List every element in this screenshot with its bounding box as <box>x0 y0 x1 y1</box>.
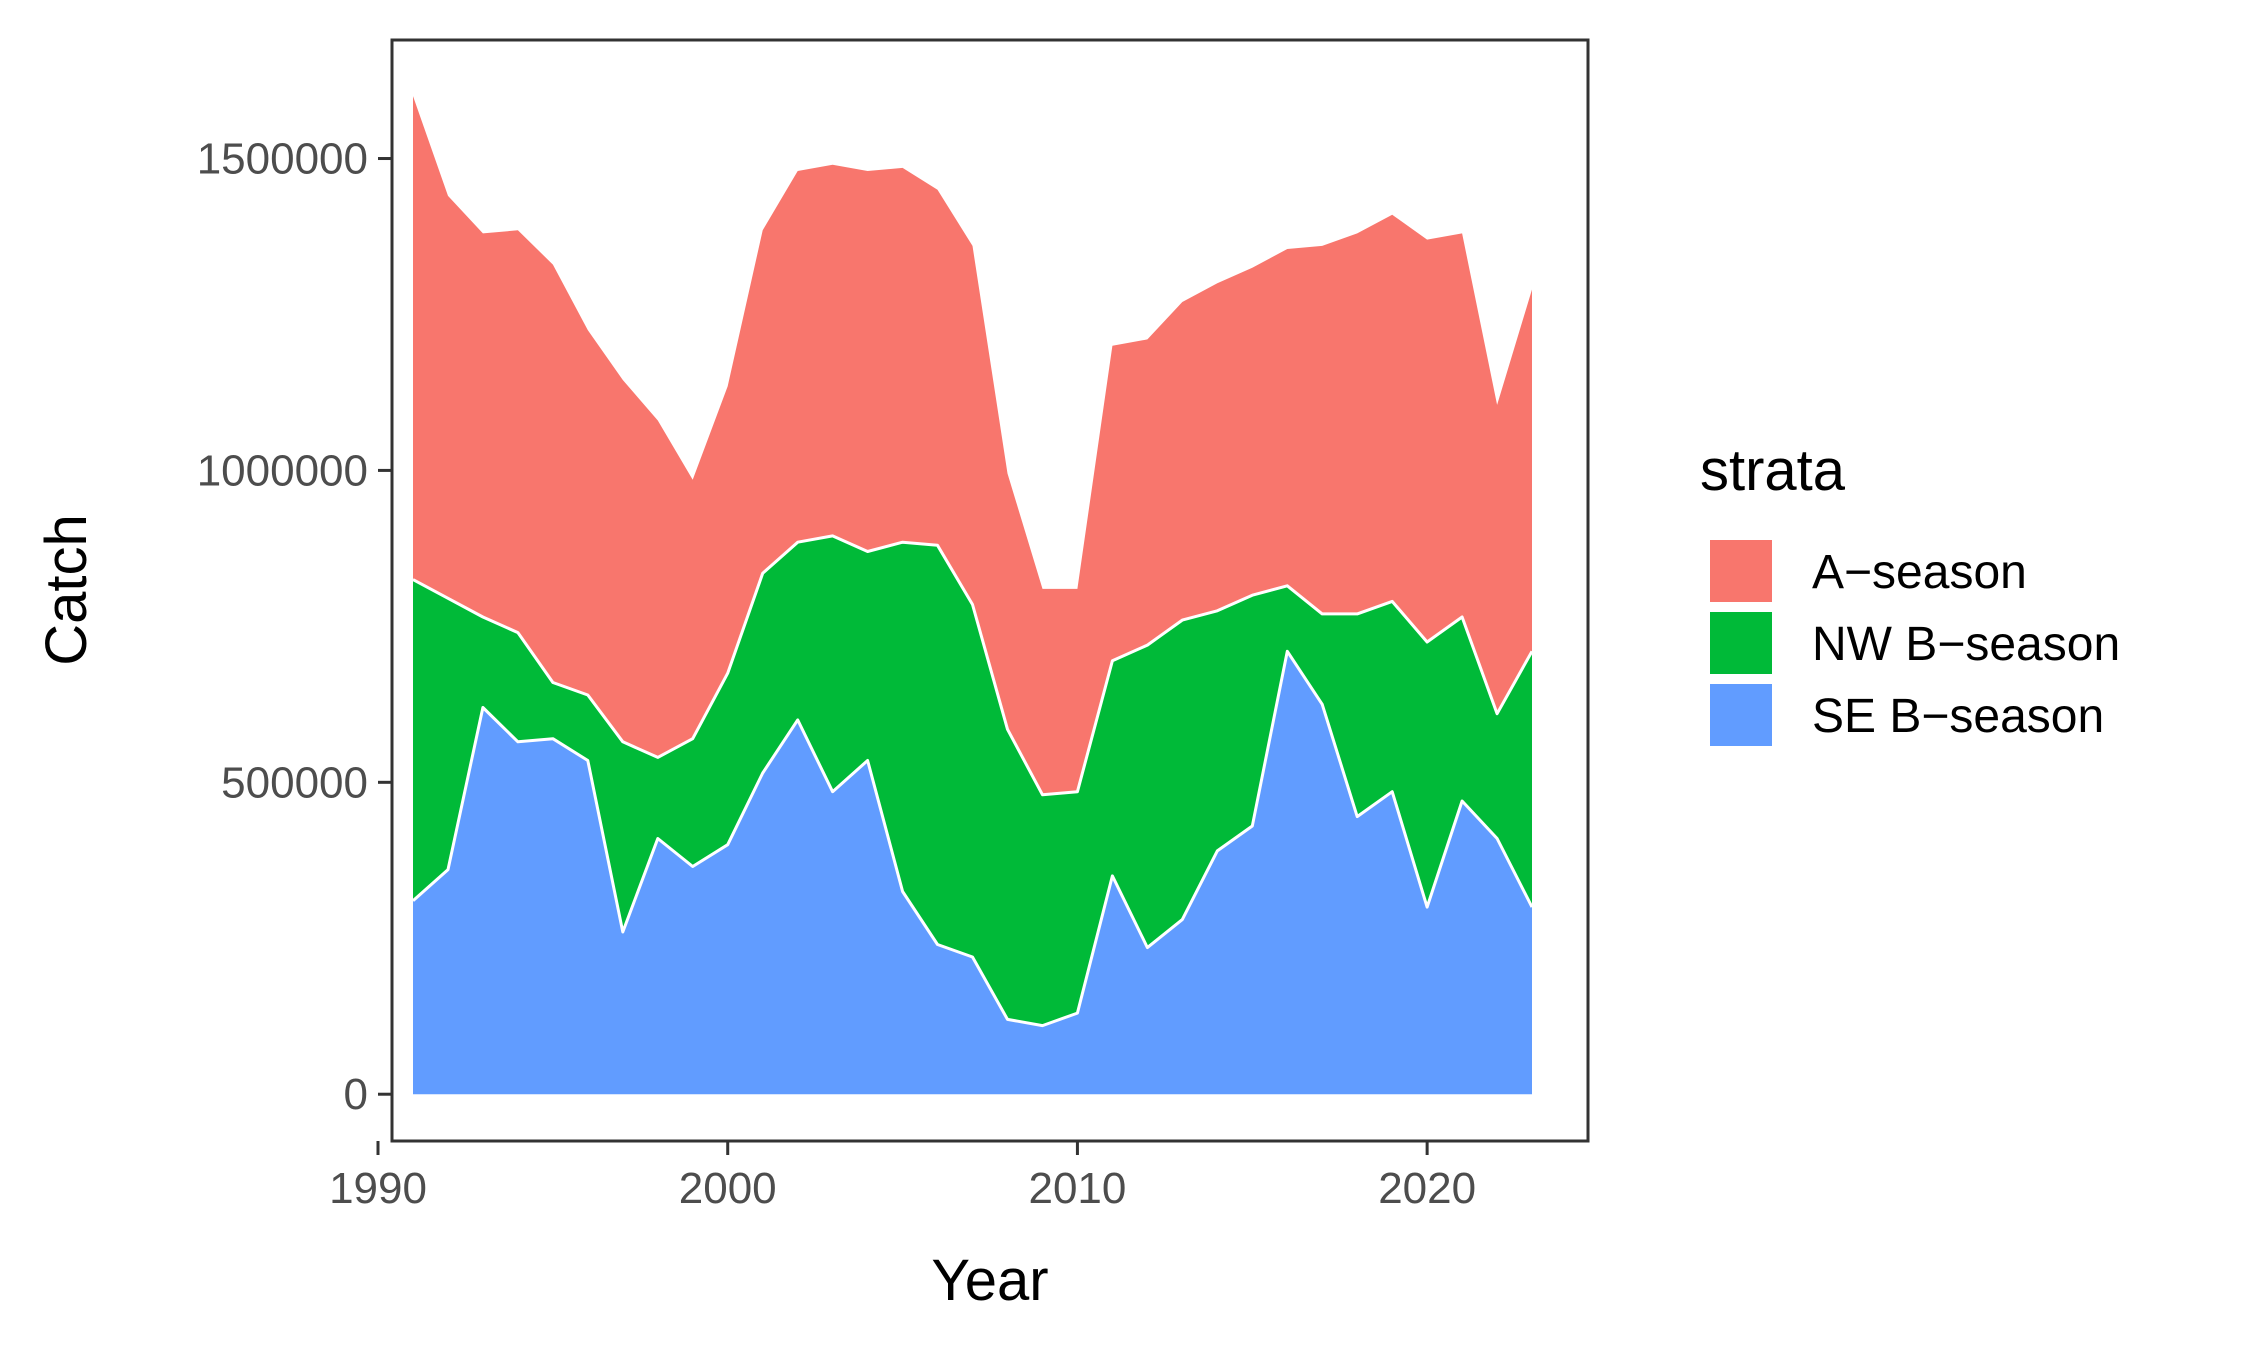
legend-title: strata <box>1700 438 1846 503</box>
legend: strata A−season NW B−season SE B−season <box>1700 438 2120 746</box>
y-tick-label: 0 <box>344 1070 368 1119</box>
x-tick-label: 2000 <box>679 1164 777 1213</box>
x-axis: 1990 2000 2010 2020 <box>329 1141 1476 1213</box>
boundary-line-nw-b-season <box>412 534 1534 797</box>
area-a-season <box>413 96 1532 795</box>
boundary-lines <box>412 534 1534 1028</box>
area-se-b-season <box>413 651 1532 1095</box>
legend-swatch-se-b-season <box>1710 684 1772 746</box>
x-axis-title: Year <box>931 1248 1048 1313</box>
area-nw-b-season <box>413 535 1532 1026</box>
y-axis: 0 500000 1000000 1500000 <box>197 135 392 1119</box>
legend-swatch-nw-b-season <box>1710 612 1772 674</box>
legend-swatch-a-season <box>1710 540 1772 602</box>
x-tick-label: 2020 <box>1378 1164 1476 1213</box>
legend-label-se-b-season: SE B−season <box>1812 690 2104 743</box>
legend-label-a-season: A−season <box>1812 546 2027 599</box>
y-tick-label: 1500000 <box>197 135 368 184</box>
y-tick-label: 1000000 <box>197 446 368 495</box>
plot-panel-border <box>390 38 1590 1143</box>
area-layers <box>413 96 1532 1095</box>
y-tick-label: 500000 <box>221 758 368 807</box>
x-tick-label: 1990 <box>329 1164 427 1213</box>
x-tick-label: 2010 <box>1028 1164 1126 1213</box>
y-axis-title: Catch <box>34 514 99 666</box>
legend-label-nw-b-season: NW B−season <box>1812 618 2120 671</box>
boundary-line-se-b-season <box>412 649 1534 1028</box>
